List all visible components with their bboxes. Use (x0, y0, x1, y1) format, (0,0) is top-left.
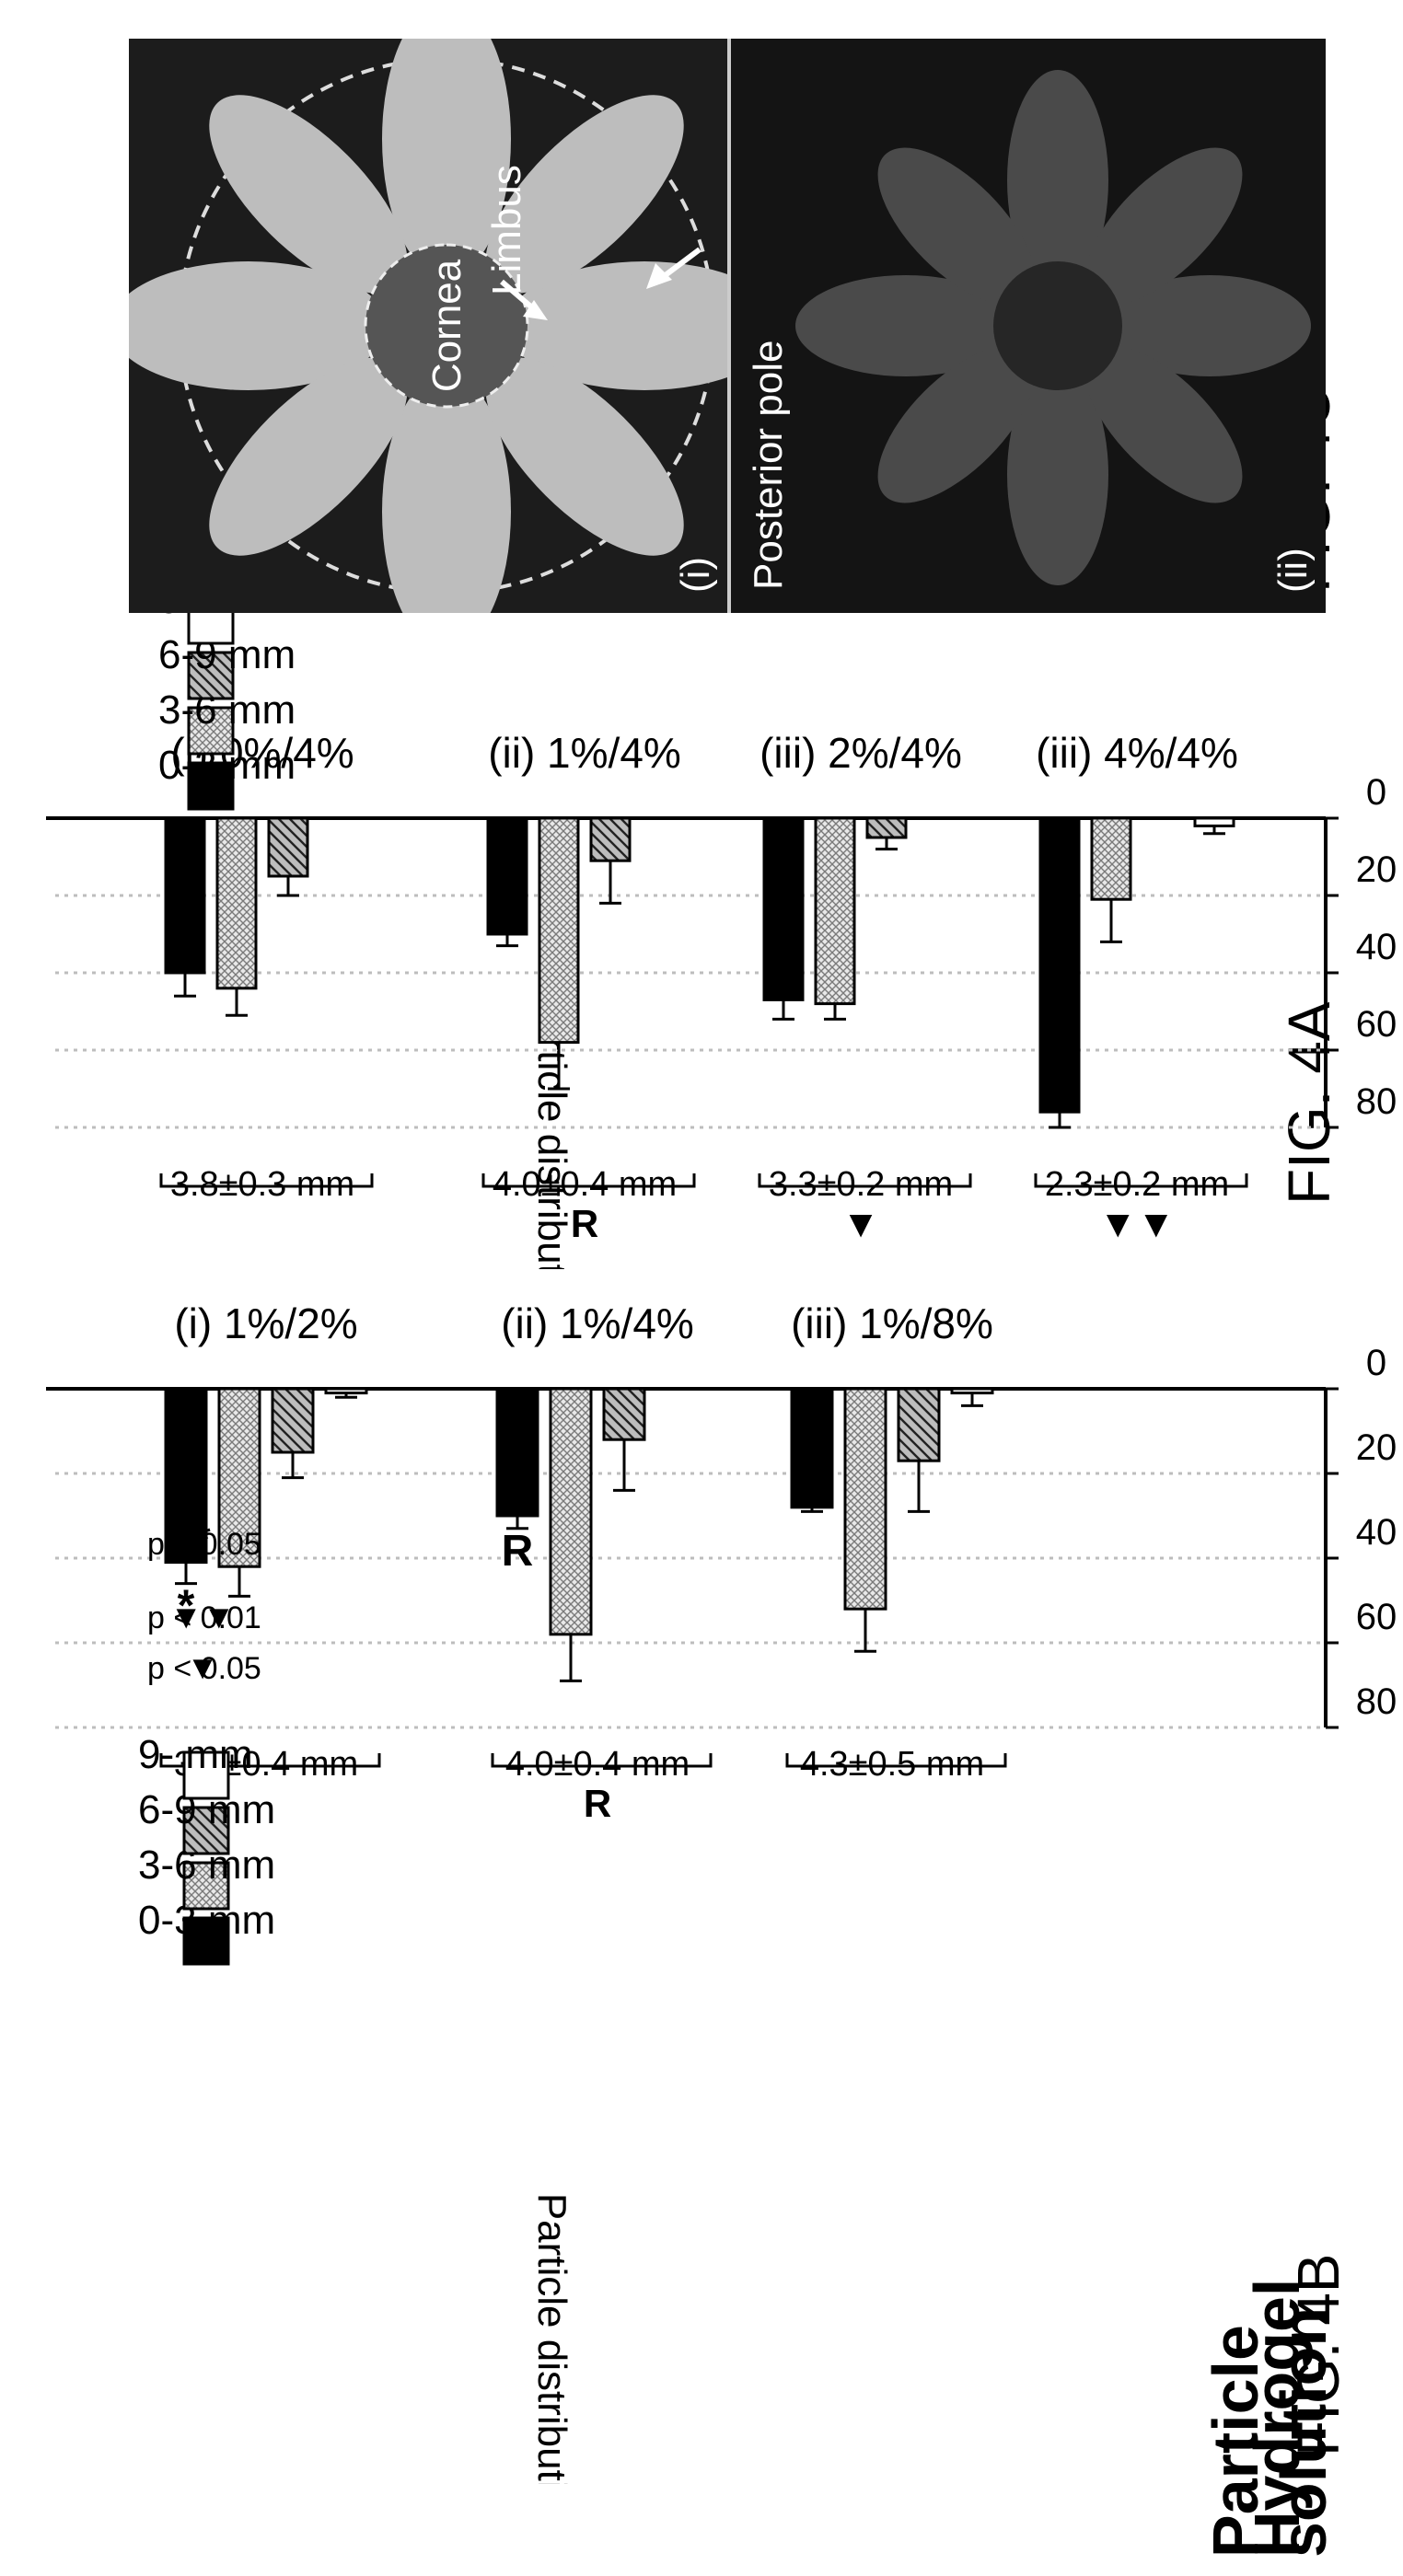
flatmount-petals (110, 1, 783, 650)
y-axis-label: Particle distribution (%) (529, 2193, 574, 2484)
bar-0-1 (217, 1387, 261, 1568)
legend-swatch-2 (182, 1806, 230, 1855)
photo-panel-i: Cornea Limbus (i) (110, 1, 783, 650)
sig-legend-symbol-2: * (194, 1516, 212, 1565)
bar-2-1 (814, 816, 856, 1006)
mean-length-label: 3.3±0.2 mm (769, 1165, 953, 1204)
bar-2-0 (762, 816, 805, 1001)
group-bracket (159, 1173, 374, 1188)
y-tick-label: 20 (1356, 1427, 1397, 1468)
limbus-label: Limbus (484, 165, 529, 295)
group-bracket (785, 1753, 1007, 1768)
mean-length-label: 3.8±0.3 mm (170, 1165, 354, 1204)
group-bracket (159, 1753, 381, 1768)
bar-0-2 (267, 816, 309, 878)
sig-legend-text-0: p < 0.05 (147, 1651, 261, 1686)
group-bracket (758, 1173, 972, 1188)
legend-swatch-2 (187, 651, 235, 700)
flatmount-petals-dark (795, 70, 1311, 585)
cornea-label: Cornea (424, 259, 470, 392)
category-label: (iii) 2%/4% (759, 729, 962, 777)
sig-legend-symbol-0: ▼ (186, 1648, 219, 1686)
sig-legend-text-2: p < 0.05 (147, 1527, 261, 1562)
bar-2-2 (865, 816, 908, 839)
category-label: (ii) 1%/4% (488, 729, 681, 777)
mean-length-label: 4.0±0.4 mm (493, 1165, 677, 1204)
legend: 0-3 mm 3-6 mm 6-9 mm 9- mm (138, 1732, 275, 1966)
y-tick-label: 80 (1356, 1081, 1397, 1122)
limbus-arrow (500, 279, 536, 312)
bar-1-2 (602, 1387, 646, 1441)
y-tick-label: 0 (1366, 772, 1386, 813)
bar-significance-mark: * (178, 1582, 195, 1631)
bar-3-3 (1193, 816, 1235, 827)
mean-length-label: 4.3±0.5 mm (800, 1745, 984, 1784)
mean-length-label: 2.3±0.2 mm (1045, 1165, 1229, 1204)
bar-2-2 (897, 1387, 941, 1462)
bar-2-0 (790, 1387, 834, 1509)
cornea-region-dark (993, 261, 1122, 390)
significance-mark: R (571, 1202, 598, 1245)
y-tick-label: 20 (1356, 849, 1397, 890)
bar-2-3 (950, 1387, 994, 1395)
bar-1-0 (495, 1387, 539, 1518)
bar-3-1 (1090, 816, 1132, 901)
y-tick-label: 80 (1356, 1681, 1397, 1722)
category-label: (i) 1%/2% (174, 1300, 357, 1347)
bar-0-3 (324, 1387, 368, 1395)
fig-4c-photo-panel: Cornea Limbus (i) Posterior pole (110, 1, 1326, 650)
panel-i-label: (i) (673, 557, 718, 593)
sig-legend-text-1: p < 0.01 (147, 1600, 261, 1635)
panel-ii-label: (ii) (1270, 548, 1316, 593)
limbus-arrow-head (523, 300, 548, 320)
y-tick-label: 0 (1366, 1343, 1386, 1383)
category-label: (ii) 1%/4% (501, 1300, 694, 1347)
bar-0-1 (215, 816, 258, 990)
bar-1-0 (486, 816, 528, 936)
legend-swatch-3 (182, 1750, 230, 1800)
bar-1-1 (538, 816, 580, 1045)
legend-swatch-1 (187, 706, 235, 756)
group-bracket (1034, 1173, 1248, 1188)
y-tick-label: 60 (1356, 1597, 1397, 1637)
posterior-pole-arrow-head (646, 263, 672, 289)
posterior-pole-arrow (661, 247, 702, 280)
bar-1-2 (589, 816, 632, 862)
photo-panel-ii: Posterior pole (ii) (731, 39, 1326, 613)
category-label: (iii) 1%/8% (791, 1300, 993, 1347)
legend-swatch-0 (182, 1916, 230, 1966)
y-tick-label: 40 (1356, 927, 1397, 967)
bar-2-1 (843, 1387, 887, 1611)
group-bracket (481, 1173, 696, 1188)
sig-legend-symbol-1: ▼▼ (169, 1598, 235, 1635)
legend-label-3: 9- mm (138, 1732, 253, 1777)
bar-0-0 (164, 816, 206, 975)
bar-0-2 (271, 1387, 315, 1454)
posterior-pole-label: Posterior pole (746, 341, 791, 590)
bar-3-0 (1038, 816, 1081, 1114)
significance-mark: ▼ (841, 1202, 880, 1245)
cornea-region (364, 243, 529, 409)
bar-1-1 (549, 1387, 593, 1636)
category-label: (iii) 4%/4% (1036, 729, 1238, 777)
mean-length-label: 4.0±0.4 mm (505, 1745, 690, 1784)
group-bracket (491, 1753, 713, 1768)
legend-swatch-0 (187, 761, 235, 811)
significance-legend: ▼ p < 0.05 ▼▼ p < 0.01 * p < 0.05 (147, 1516, 261, 1686)
legend-swatch-1 (182, 1861, 230, 1911)
y-tick-label: 60 (1356, 1004, 1397, 1045)
significance-mark: ▼▼ (1098, 1202, 1175, 1245)
bar-significance-mark: R (502, 1527, 534, 1576)
y-tick-label: 40 (1356, 1512, 1397, 1553)
legend: 0-3 mm 3-6 mm 6-9 mm 9- mm (158, 606, 296, 811)
chart-4b: Particle distribution (%) 0 20 40 60 80 (i) 1… (46, 1300, 1397, 2484)
significance-mark: R (584, 1782, 611, 1825)
